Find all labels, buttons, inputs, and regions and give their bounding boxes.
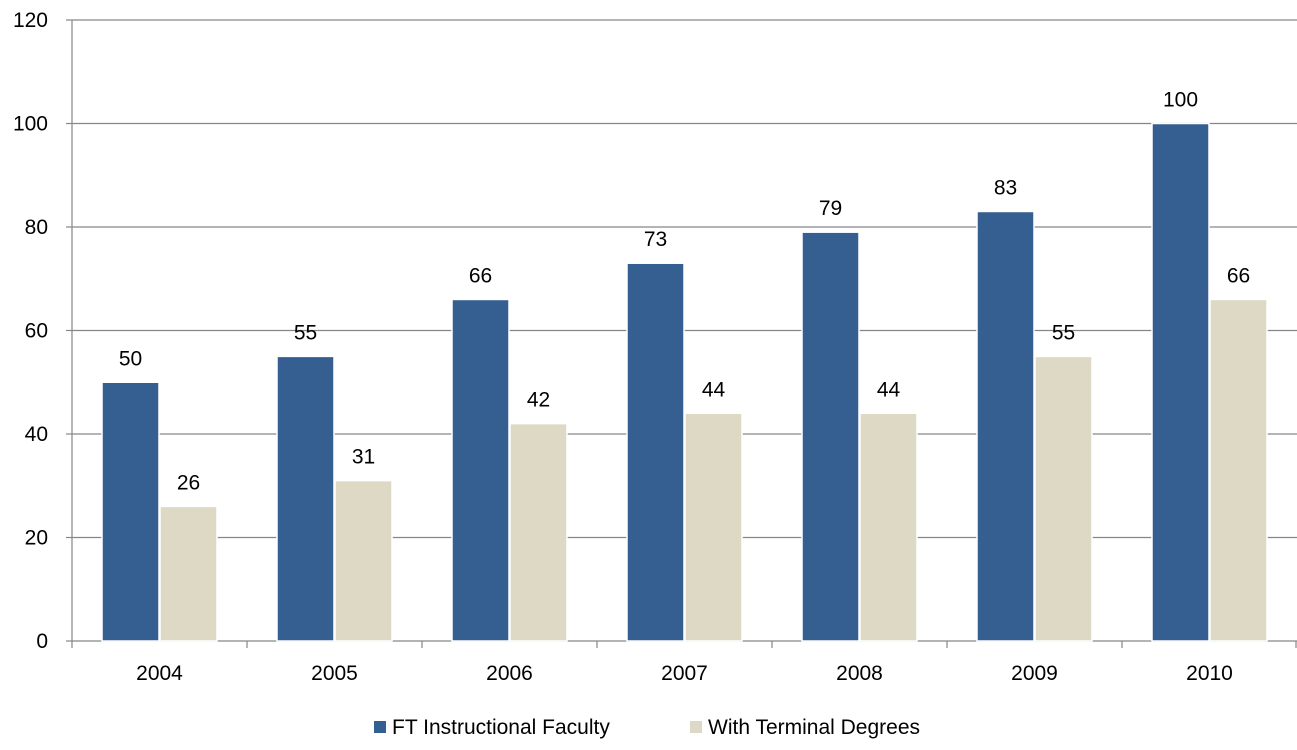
legend-label: With Terminal Degrees — [708, 716, 920, 739]
y-tick-label: 40 — [25, 423, 48, 446]
data-label: 44 — [702, 378, 726, 401]
bar-terminal-degrees — [1034, 355, 1093, 642]
axes: 0 20 40 60 80 100 120 2004 2005 2006 2007 2008 2009 2… — [13, 9, 1297, 685]
data-labels: 50 55 66 73 79 83 100 26 31 42 44 44 55 66 — [119, 89, 1250, 495]
x-tick-label: 2007 — [661, 662, 708, 685]
y-tick-label: 100 — [13, 113, 48, 136]
data-label: 66 — [469, 264, 492, 287]
x-tick-label: 2005 — [311, 662, 358, 685]
x-tick-label: 2008 — [836, 662, 883, 685]
bar-terminal-degrees — [1209, 298, 1268, 642]
x-tick-label: 2009 — [1011, 662, 1058, 685]
x-tick-label: 2010 — [1186, 662, 1233, 685]
bar-ft-faculty — [451, 298, 510, 642]
y-tick-label: 80 — [25, 216, 48, 239]
data-label: 66 — [1227, 264, 1250, 287]
data-label: 44 — [877, 378, 901, 401]
data-label: 100 — [1163, 89, 1198, 112]
data-label: 73 — [644, 228, 667, 251]
bar-ft-faculty — [801, 231, 860, 642]
bar-ft-faculty — [1151, 122, 1210, 642]
data-label: 79 — [819, 197, 842, 220]
y-tick-label: 120 — [13, 9, 48, 32]
bar-ft-faculty — [976, 210, 1035, 642]
bar-ft-faculty — [276, 355, 335, 642]
legend-swatch — [374, 721, 386, 733]
data-label: 55 — [294, 321, 317, 344]
data-label: 26 — [177, 471, 200, 494]
x-tick-label: 2006 — [486, 662, 533, 685]
data-label: 55 — [1052, 321, 1075, 344]
bars — [101, 122, 1268, 642]
bar-terminal-degrees — [684, 412, 743, 642]
legend-label: FT Instructional Faculty — [392, 716, 610, 739]
bar-terminal-degrees — [509, 422, 568, 642]
y-tick-label: 20 — [25, 527, 48, 550]
bar-terminal-degrees — [159, 505, 218, 642]
data-label: 50 — [119, 347, 142, 370]
legend-swatch — [690, 721, 702, 733]
y-tick-label: 0 — [36, 630, 48, 653]
legend: FT Instructional Faculty With Terminal De… — [374, 716, 920, 739]
data-label: 42 — [527, 389, 550, 412]
bar-ft-faculty — [626, 262, 685, 642]
data-label: 31 — [352, 446, 375, 469]
y-tick-label: 60 — [25, 320, 48, 343]
bar-terminal-degrees — [859, 412, 918, 642]
bar-ft-faculty — [101, 381, 160, 642]
bar-terminal-degrees — [334, 479, 393, 642]
data-label: 83 — [994, 176, 1017, 199]
x-tick-label: 2004 — [136, 662, 183, 685]
